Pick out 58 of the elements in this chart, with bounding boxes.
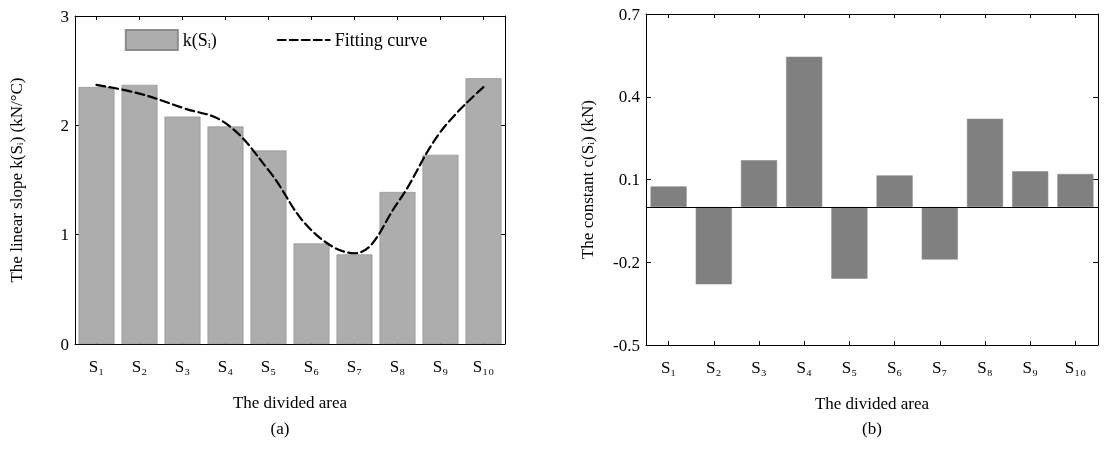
x-tick-label: S₃ [751,358,767,377]
bar [650,186,687,208]
bar [379,192,416,344]
y-tick-label: 2 [60,115,69,135]
y-tick-label: 0.7 [618,4,641,24]
x-tick-label: S₅ [260,357,277,376]
bar [876,175,913,208]
bar [921,207,958,260]
x-tick-label: S₆ [303,357,320,376]
y-tick-label: 3 [60,6,69,26]
text: (b) [862,419,882,438]
bar [422,154,459,344]
bar [831,207,868,279]
x-tick-label: S₅ [841,358,858,377]
x-axis-title: The divided area [814,394,930,413]
x-axis-title: The divided area [232,393,348,412]
y-tick-label: 1 [60,225,69,245]
y-axis-title: The constant c(Sᵢ) (kN) [578,99,597,260]
y-tick-label: -0.5 [613,335,640,355]
x-tick-label: S₁₀ [1064,358,1087,377]
bar [78,87,115,344]
legend-label: Fitting curve [334,30,428,50]
y-tick-label: 0.4 [618,87,641,107]
x-tick-label: S₇ [932,358,948,377]
x-tick-label: S₁₀ [472,357,495,376]
bar [336,254,373,344]
y-tick-label: 0 [60,334,69,354]
x-tick-label: S₆ [886,358,903,377]
bar [740,160,778,208]
bar [250,150,287,344]
bar [1057,173,1094,208]
x-tick-label: S₄ [796,358,812,377]
bar [966,118,1004,208]
y-axis-title: The linear slope k(Sᵢ) (kN/°C) [7,77,26,283]
y-tick-label: 0.1 [618,170,640,189]
bar [465,78,502,344]
bar [164,116,201,344]
x-tick-label: S₁ [88,357,105,376]
x-tick-label: S₁ [660,358,677,377]
x-tick-label: S₂ [706,358,722,377]
legend-label: k(Sᵢ) [182,30,217,51]
x-tick-label: S₄ [217,357,234,376]
bar [121,84,158,344]
bar [695,207,732,285]
x-tick-label: S₈ [389,357,406,376]
x-tick-label: S₉ [1022,358,1038,377]
x-tick-label: S₉ [432,357,449,376]
bar [1012,171,1049,208]
x-tick-label: S₂ [131,357,148,376]
y-tick-label: -0.2 [613,252,640,272]
x-tick-label: S₈ [977,358,993,377]
line-series [95,83,485,255]
bar [293,243,330,344]
text: (a) [270,419,290,438]
x-tick-label: S₇ [346,357,363,376]
bar [207,126,244,344]
bar [786,56,823,208]
x-tick-label: S₃ [174,357,191,376]
